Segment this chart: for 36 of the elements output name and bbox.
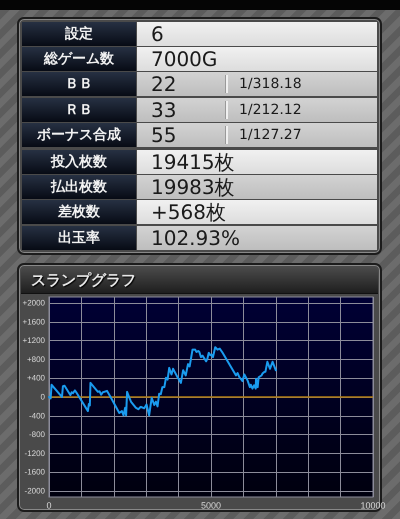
y-tick-label: +1200 xyxy=(22,336,46,346)
y-tick-label: +800 xyxy=(26,354,46,364)
category-label: ＢＢ xyxy=(22,72,136,96)
y-tick-label: +1600 xyxy=(22,317,46,326)
data-label: 19415枚 xyxy=(151,148,235,176)
y-tick-label: -1200 xyxy=(24,448,46,458)
x-tick-label: 5000 xyxy=(200,500,222,510)
category-label: 投入枚数 xyxy=(22,150,136,174)
line-series xyxy=(48,346,277,416)
data-label: 1/212.12 xyxy=(239,102,302,118)
data-label: 55 xyxy=(151,122,176,147)
y-tick-label: 0 xyxy=(40,392,46,402)
data-label: 7000G xyxy=(151,47,218,72)
data-label: 6 xyxy=(151,22,164,46)
y-tick-label: -1600 xyxy=(24,468,46,477)
data-label: 19983枚 xyxy=(151,174,235,201)
category-label: 払出枚数 xyxy=(22,175,136,200)
data-label: 1/127.27 xyxy=(239,126,302,143)
category-label: ＲＢ xyxy=(22,98,136,122)
data-label: 102.93% xyxy=(151,226,240,250)
data-label: 22 xyxy=(151,72,176,96)
category-label: 差枚数 xyxy=(22,200,136,224)
category-label: 出玉率 xyxy=(22,226,136,250)
data-label: +568枚 xyxy=(151,198,226,226)
category-label: ボーナス合成 xyxy=(22,122,136,147)
y-tick-label: +400 xyxy=(26,374,46,383)
chart-title: スランプグラフ xyxy=(31,271,136,290)
data-label: 1/318.18 xyxy=(239,76,302,92)
y-tick-label: +2000 xyxy=(22,298,46,308)
x-tick-label: 10000 xyxy=(360,500,386,510)
y-tick-label: -800 xyxy=(28,430,46,440)
category-label: 設定 xyxy=(22,22,136,46)
y-tick-label: -400 xyxy=(28,411,46,420)
y-tick-label: -2000 xyxy=(24,486,46,496)
data-label: 33 xyxy=(151,98,176,122)
category-label: 総ゲーム数 xyxy=(22,47,136,72)
